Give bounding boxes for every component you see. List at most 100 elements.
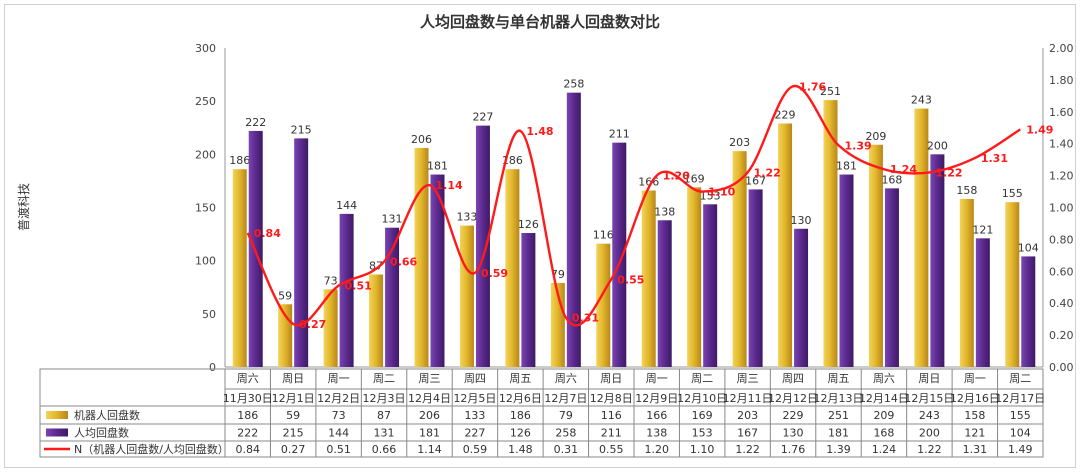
- robot-bar-label: 229: [775, 108, 796, 121]
- side-label: 普渡科技: [16, 183, 31, 231]
- robot-bar: [687, 187, 702, 367]
- table-cell: 258: [555, 427, 576, 440]
- table-cell: 203: [737, 409, 758, 422]
- table-cell: 155: [1010, 409, 1031, 422]
- y-right-tick: 0.60: [1049, 265, 1074, 278]
- table-cell: 200: [919, 427, 940, 440]
- per-capita-bar: [430, 174, 445, 367]
- date-label: 12月13日: [814, 392, 864, 405]
- table-cell: 1.14: [417, 443, 442, 456]
- per-capita-bar-label: 138: [654, 205, 675, 218]
- table-cell: 126: [510, 427, 531, 440]
- per-capita-bar: [475, 125, 490, 367]
- weekday-label: 周日: [600, 372, 622, 385]
- weekday-label: 周三: [419, 372, 441, 385]
- table-cell: 166: [646, 409, 667, 422]
- table-cell: 0.66: [372, 443, 397, 456]
- robot-bar: [641, 190, 656, 367]
- date-label: 12月14日: [859, 392, 909, 405]
- robot-bar-label: 206: [411, 133, 432, 146]
- y-left-tick: 50: [202, 308, 216, 321]
- ratio-point-label: 1.48: [526, 125, 553, 138]
- weekday-label: 周一: [964, 372, 986, 385]
- robot-bar: [1005, 202, 1020, 367]
- robot-bar-label: 203: [729, 136, 750, 149]
- date-label: 12月17日: [995, 392, 1045, 405]
- table-cell: 206: [419, 409, 440, 422]
- date-label: 12月8日: [590, 392, 633, 405]
- robot-bar: [459, 225, 474, 367]
- table-cell: 0.84: [235, 443, 260, 456]
- robot-bar: [778, 123, 793, 367]
- table-cell: 186: [237, 409, 258, 422]
- table-cell: 79: [559, 409, 573, 422]
- chart-frame: [4, 4, 1076, 468]
- weekday-label: 周五: [828, 372, 850, 385]
- table-cell: 1.24: [872, 443, 897, 456]
- y-left-tick: 200: [195, 148, 216, 161]
- table-cell: 186: [510, 409, 531, 422]
- legend-robot-swatch: [46, 411, 68, 419]
- robot-bar-label: 116: [593, 229, 614, 242]
- table-cell: 251: [828, 409, 849, 422]
- table-cell: 181: [419, 427, 440, 440]
- chart-title: 人均回盘数与单台机器人回盘数对比: [420, 13, 660, 31]
- table-cell: 1.49: [1008, 443, 1033, 456]
- table-cell: 59: [286, 409, 300, 422]
- ratio-point-label: 0.31: [572, 312, 599, 325]
- per-capita-bar: [521, 233, 536, 367]
- table-cell: 138: [646, 427, 667, 440]
- ratio-point-label: 1.49: [1026, 123, 1053, 136]
- y-right-tick: 0.40: [1049, 297, 1074, 310]
- table-cell: 130: [783, 427, 804, 440]
- table-cell: 209: [873, 409, 894, 422]
- per-capita-bar: [566, 92, 581, 367]
- y-right-tick: 1.20: [1049, 170, 1074, 183]
- ratio-point-label: 0.51: [345, 280, 372, 293]
- table-cell: 0.51: [326, 443, 351, 456]
- robot-bar-label: 186: [229, 154, 250, 167]
- date-label: 12月6日: [499, 392, 542, 405]
- weekday-label: 周三: [737, 372, 759, 385]
- robot-bar: [959, 198, 974, 367]
- table-cell: 133: [464, 409, 485, 422]
- table-cell: 131: [374, 427, 395, 440]
- weekday-label: 周二: [373, 372, 395, 385]
- weekday-label: 周四: [782, 372, 804, 385]
- table-cell: 0.59: [463, 443, 488, 456]
- ratio-point-label: 0.84: [254, 227, 281, 240]
- robot-bar: [505, 169, 520, 367]
- date-label: 12月11日: [723, 392, 773, 405]
- y-right-tick: 1.40: [1049, 138, 1074, 151]
- robot-bar-label: 169: [684, 172, 705, 185]
- weekday-label: 周一: [646, 372, 668, 385]
- robot-bar-label: 209: [865, 130, 886, 143]
- table-cell: 227: [464, 427, 485, 440]
- robot-bar: [868, 144, 883, 367]
- ratio-point-label: 0.59: [481, 267, 508, 280]
- table-cell: 229: [783, 409, 804, 422]
- weekday-label: 周六: [237, 372, 259, 385]
- y-left-tick: 150: [195, 202, 216, 215]
- ratio-point-label: 1.76: [799, 80, 826, 93]
- legend-per-capita-label: 人均回盘数: [74, 426, 129, 440]
- legend-ratio-label: N（机器人回盘数/人均回盘数）: [74, 442, 229, 456]
- weekday-label: 周四: [464, 372, 486, 385]
- per-capita-bar: [794, 228, 809, 367]
- date-label: 12月1日: [272, 392, 315, 405]
- table-cell: 1.76: [781, 443, 806, 456]
- per-capita-bar: [1021, 256, 1036, 367]
- robot-bar: [596, 243, 611, 367]
- table-cell: 1.31: [963, 443, 988, 456]
- table-cell: 222: [237, 427, 258, 440]
- date-label: 12月9日: [635, 392, 678, 405]
- robot-bar-label: 73: [324, 274, 338, 287]
- robot-bar-label: 87: [369, 259, 383, 272]
- weekday-label: 周五: [509, 372, 531, 385]
- per-capita-bar: [657, 220, 672, 367]
- table-cell: 73: [332, 409, 346, 422]
- per-capita-bar: [612, 142, 627, 367]
- table-cell: 158: [964, 409, 985, 422]
- robot-bar-label: 251: [820, 85, 841, 98]
- table-cell: 211: [601, 427, 622, 440]
